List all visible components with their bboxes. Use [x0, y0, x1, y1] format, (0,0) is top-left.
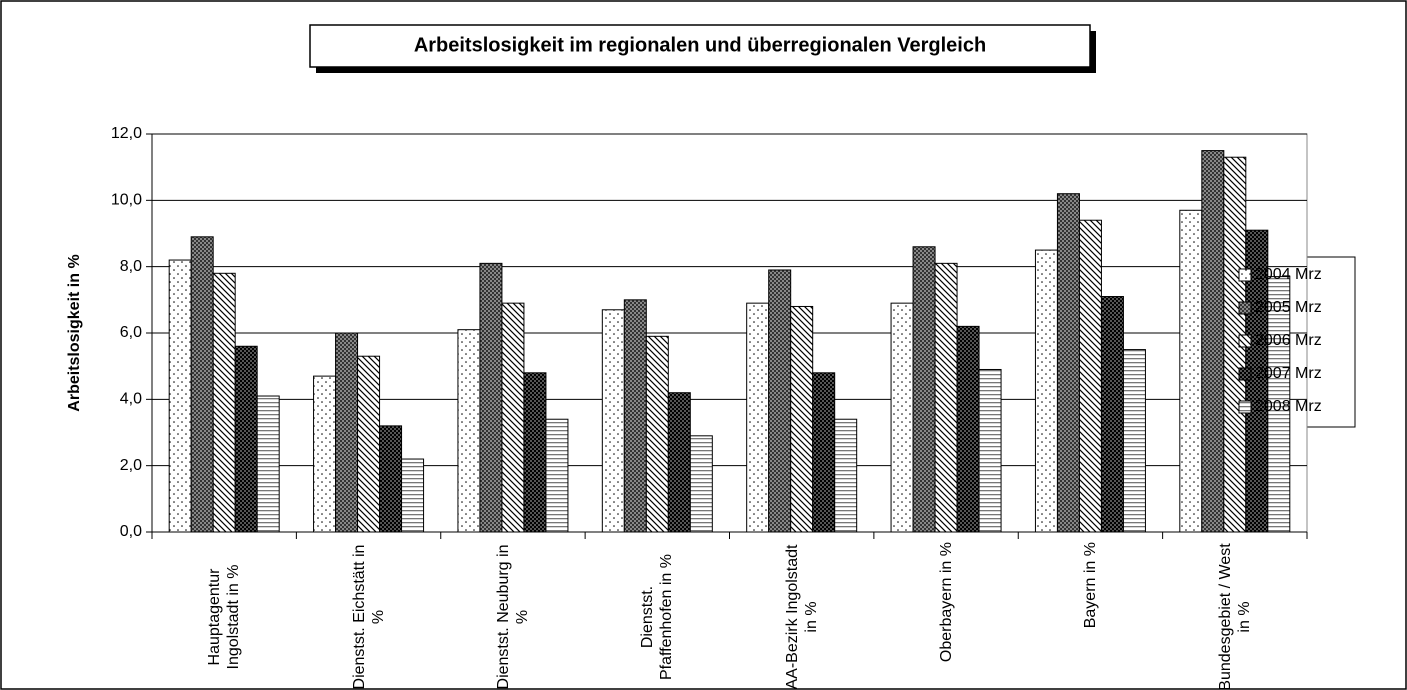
x-tick-label: Bundesgebiet / West in %: [1216, 543, 1253, 690]
legend-label: 2006 Mrz: [1255, 332, 1322, 349]
y-tick-label: 0,0: [120, 523, 142, 540]
bar: [1078, 219, 1102, 533]
bar: [479, 262, 503, 533]
bar: [689, 435, 713, 533]
bar: [357, 355, 381, 533]
legend-swatch: [1238, 334, 1252, 348]
x-tick-label: Hauptagentur Ingolstadt in %: [206, 564, 243, 670]
bar: [313, 375, 337, 533]
x-tick-label: Oberbayern in %: [937, 542, 955, 663]
bar: [1056, 193, 1080, 533]
y-tick-label: 12,0: [111, 125, 142, 142]
bar: [834, 418, 858, 533]
legend-label: 2008 Mrz: [1255, 398, 1322, 415]
title-box: [309, 24, 1091, 68]
y-tick-label: 8,0: [120, 258, 142, 275]
y-tick-label: 4,0: [120, 391, 142, 408]
legend-swatch: [1238, 367, 1252, 381]
legend-swatch: [1238, 301, 1252, 315]
bar: [1201, 150, 1225, 533]
x-tick-label: Dienstst. Eichstätt in %: [350, 544, 387, 690]
y-tick-label: 10,0: [111, 192, 142, 209]
bar: [379, 425, 403, 533]
bar: [890, 302, 914, 533]
bar: [256, 395, 280, 533]
bar: [912, 246, 936, 533]
legend-label: 2004 Mrz: [1255, 266, 1322, 283]
bar: [234, 345, 258, 533]
bar: [746, 302, 770, 533]
bar: [1179, 209, 1203, 533]
y-tick-label: 6,0: [120, 324, 142, 341]
bar: [956, 325, 980, 533]
bar: [1100, 296, 1124, 533]
bar: [768, 269, 792, 533]
x-tick-label: AA-Bezirk Ingolstadt in %: [783, 544, 820, 690]
legend-label: 2005 Mrz: [1255, 299, 1322, 316]
bar: [457, 329, 481, 533]
chart-title: Arbeitslosigkeit im regionalen und überr…: [414, 34, 986, 56]
bar: [1267, 276, 1291, 533]
y-axis-title: Arbeitslosigkeit in %: [66, 254, 83, 411]
bar: [667, 392, 691, 533]
bar: [1122, 349, 1146, 533]
bar: [812, 372, 836, 533]
x-tick-label: Dienstst. Pfaffenhofen in %: [639, 553, 676, 681]
bar: [645, 335, 669, 533]
bar: [934, 262, 958, 533]
bar: [401, 458, 425, 533]
bar: [501, 302, 525, 533]
bar: [790, 305, 814, 533]
bar: [1034, 249, 1058, 533]
legend-swatch: [1238, 268, 1252, 282]
bar: [978, 368, 1002, 533]
legend-swatch: [1238, 400, 1252, 414]
bar: [623, 299, 647, 533]
bar: [168, 259, 192, 533]
bar: [335, 332, 359, 533]
x-tick-label: Dienstst. Neuburg in %: [494, 544, 531, 690]
legend-label: 2007 Mrz: [1255, 365, 1322, 382]
bar: [190, 236, 214, 533]
bar: [601, 309, 625, 533]
bar: [545, 418, 569, 533]
x-tick-label: Bayern in %: [1081, 542, 1099, 629]
bar: [212, 272, 236, 533]
bar: [523, 372, 547, 533]
y-tick-label: 2,0: [120, 457, 142, 474]
